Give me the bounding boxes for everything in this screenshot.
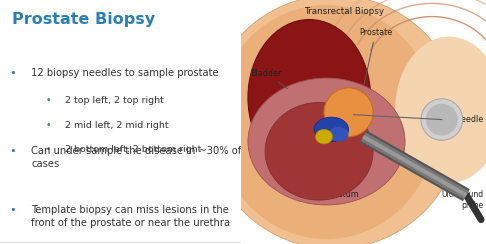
Text: •: • — [10, 68, 17, 78]
Ellipse shape — [265, 102, 373, 200]
Ellipse shape — [421, 99, 463, 140]
Ellipse shape — [216, 5, 437, 239]
Text: 2 bottom left, 2 bottom right: 2 bottom left, 2 bottom right — [65, 145, 201, 154]
Ellipse shape — [206, 0, 462, 244]
Ellipse shape — [324, 88, 373, 137]
Ellipse shape — [395, 37, 486, 183]
Text: Can under sample the disease in ~30% of
cases: Can under sample the disease in ~30% of … — [31, 146, 242, 169]
Text: Template biopsy can miss lesions in the
front of the prostate or near the urethr: Template biopsy can miss lesions in the … — [31, 205, 230, 228]
Text: 2 mid left, 2 mid right: 2 mid left, 2 mid right — [65, 121, 169, 130]
Text: Needle: Needle — [455, 115, 484, 124]
Ellipse shape — [426, 104, 458, 135]
Text: •: • — [46, 145, 51, 154]
Text: Rectum: Rectum — [328, 154, 359, 199]
Text: Prostate: Prostate — [359, 28, 392, 85]
Ellipse shape — [315, 129, 332, 144]
Ellipse shape — [329, 127, 348, 142]
Text: 2 top left, 2 top right: 2 top left, 2 top right — [65, 96, 164, 105]
Ellipse shape — [314, 117, 348, 142]
Ellipse shape — [248, 78, 405, 205]
Text: •: • — [46, 121, 51, 130]
Text: •: • — [10, 205, 17, 215]
Text: Bladder: Bladder — [250, 69, 287, 89]
Text: Ultrasound
probe: Ultrasound probe — [441, 190, 484, 210]
Text: Transrectal Biopsy: Transrectal Biopsy — [304, 7, 383, 16]
Text: 12 biopsy needles to sample prostate: 12 biopsy needles to sample prostate — [31, 68, 219, 78]
Ellipse shape — [248, 20, 371, 176]
Text: •: • — [10, 146, 17, 156]
Text: •: • — [46, 96, 51, 105]
Text: Prostate Biopsy: Prostate Biopsy — [12, 12, 155, 27]
